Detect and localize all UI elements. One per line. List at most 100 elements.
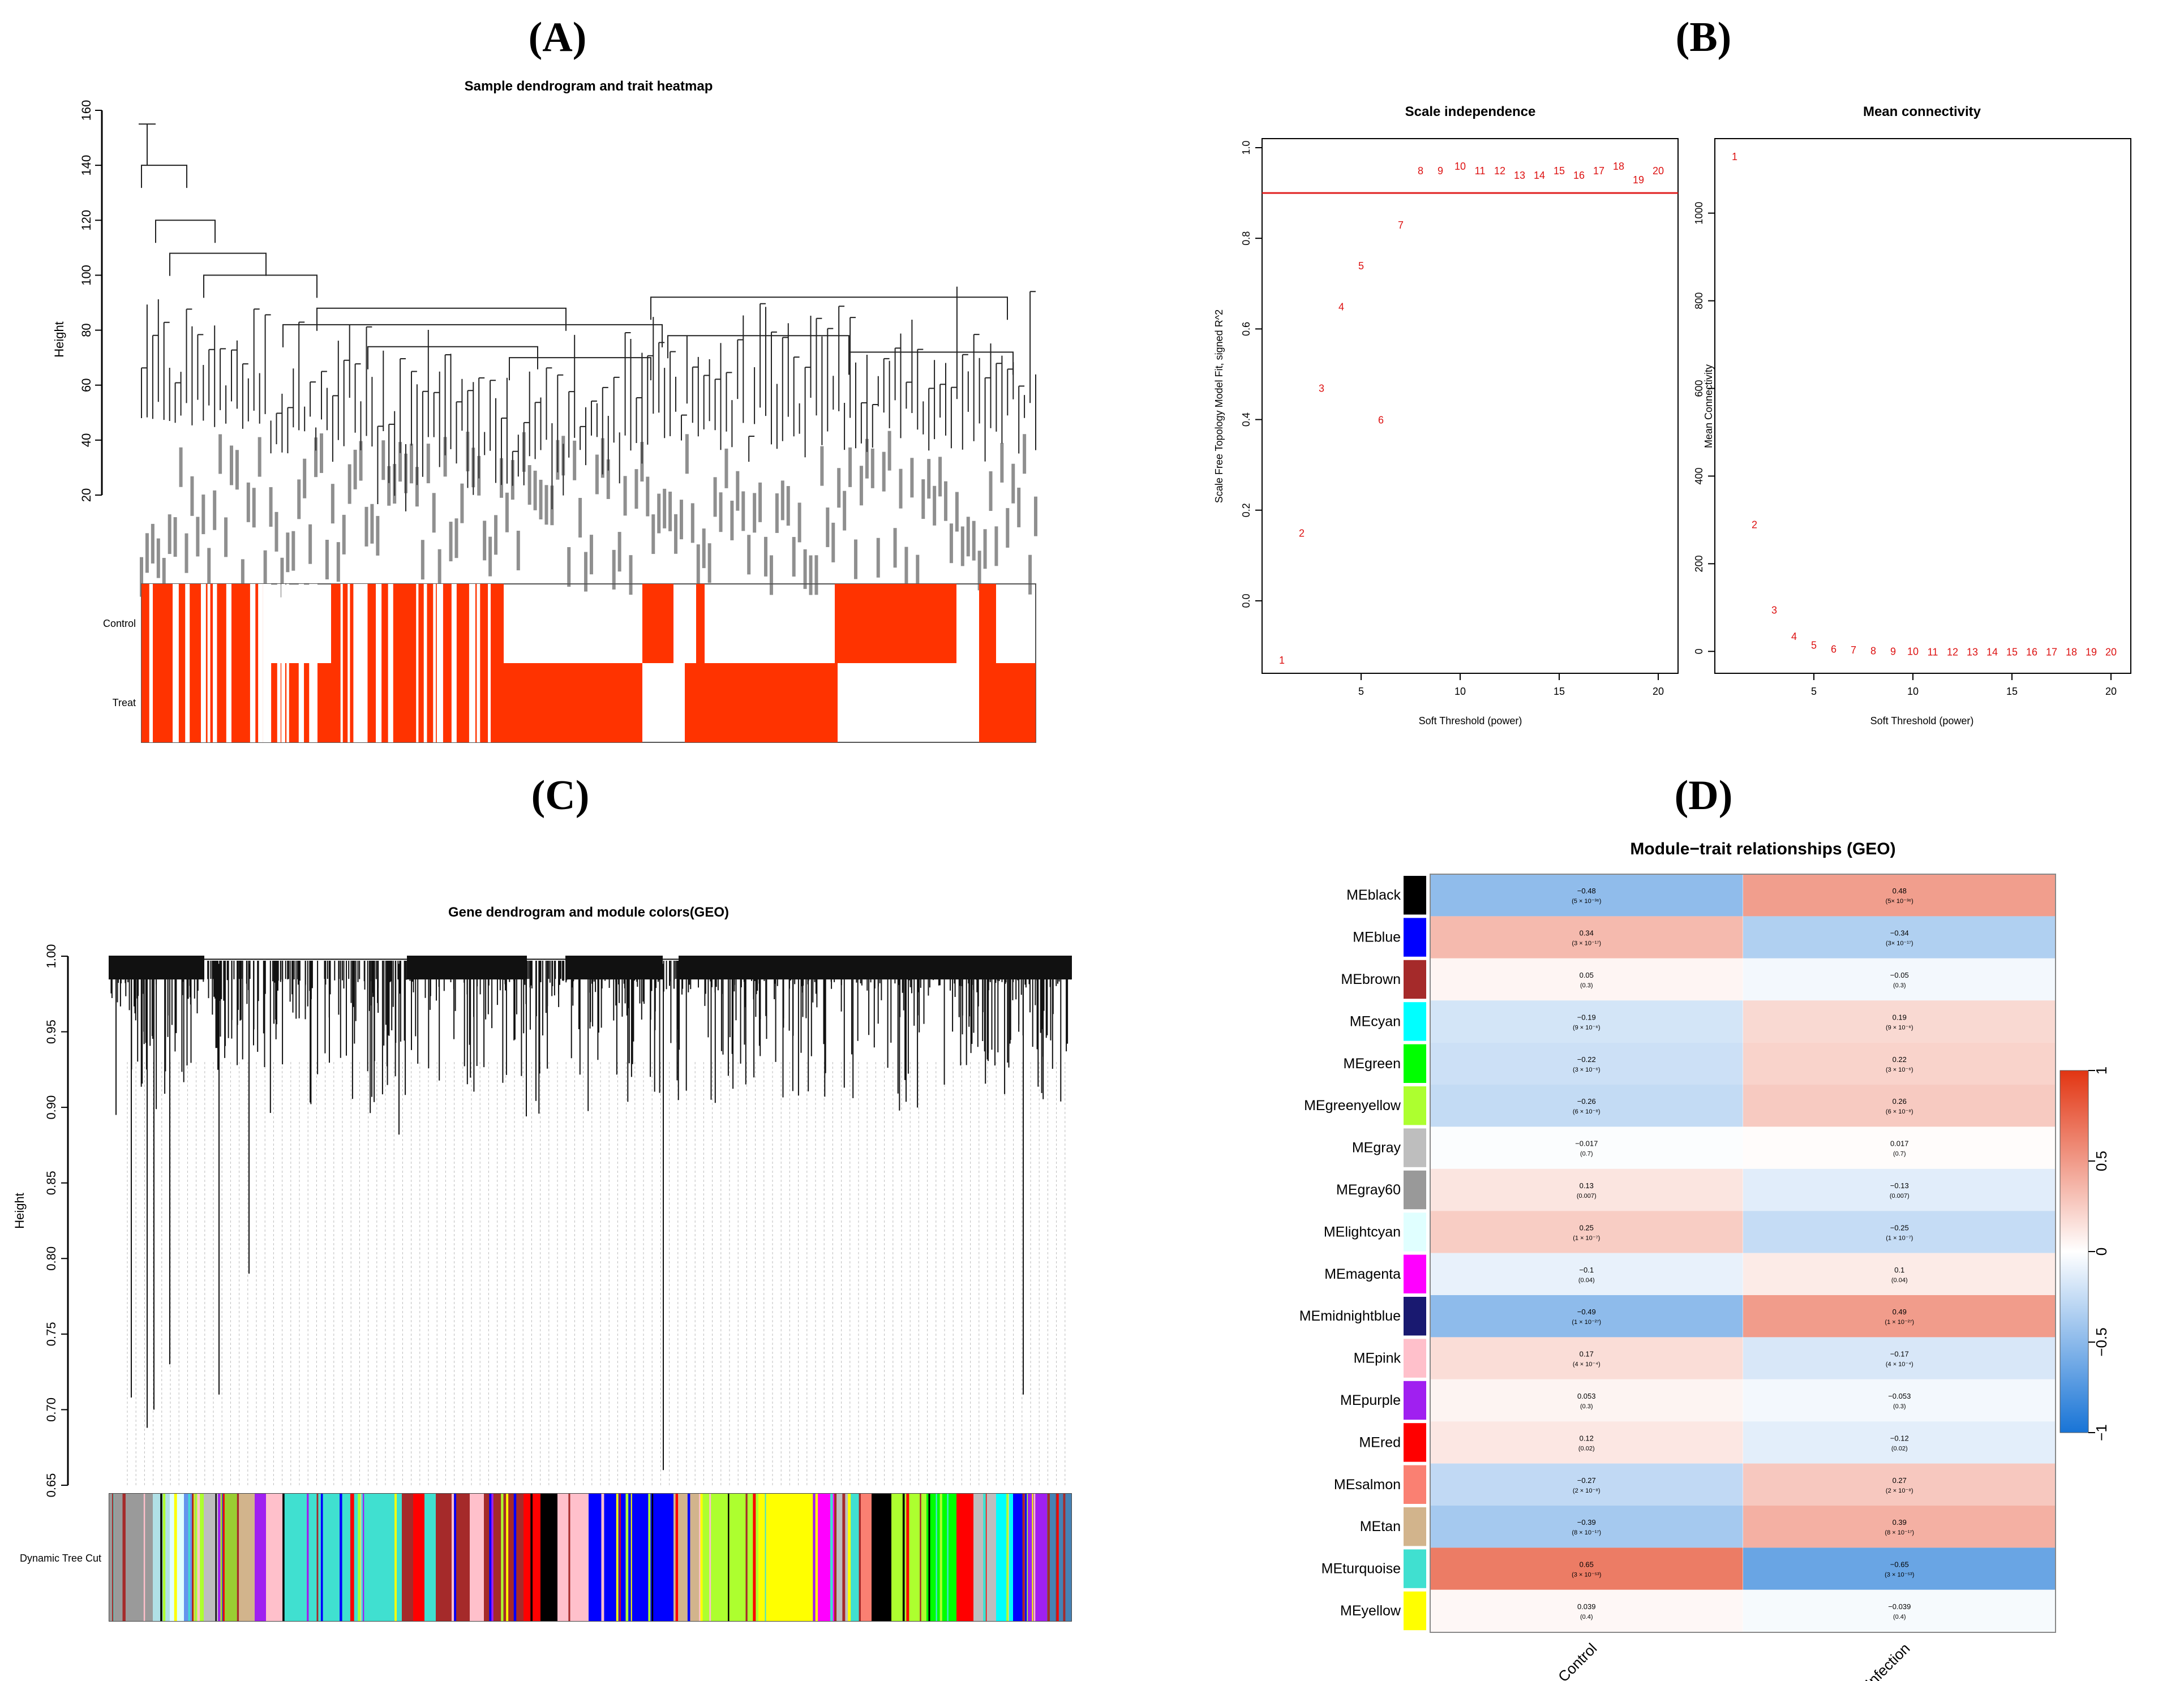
a-leaf-label-24 [274,511,278,552]
b-right-xtick-label-1: 10 [1907,686,1919,697]
module-stripe-38 [160,1494,162,1621]
a-leaf-label-32 [319,433,323,473]
panel-a-title: Sample dendrogram and trait heatmap [465,79,713,94]
module-stripe-68 [924,1494,926,1621]
a-ytick-label-2: 60 [79,378,93,392]
a-leaf-label-138 [916,554,920,595]
module-swatch-MEgreenyellow [1404,1086,1426,1125]
panel-d-title: Module−trait relationships (GEO) [1630,840,1895,858]
trait-gap-20 [364,584,368,742]
module-stripe-11 [501,1494,504,1621]
panel-a: (A) Sample dendrogram and trait heatmap … [52,14,1037,743]
c-guide-paths [127,1062,1066,1485]
cell-p-MEyellow-0: (0.4) [1580,1614,1593,1620]
c-dense-band-2 [407,956,527,980]
a-leaf-label-23 [269,487,273,527]
a-leaf-label-152 [994,526,998,566]
panel-a-dendrogram [139,123,1036,511]
panel-b-left-ylabel: Scale Free Topology Model Fit, signed R^… [1213,309,1225,503]
a-leaf-label-82 [600,438,604,478]
module-stripe-66 [651,1494,654,1621]
module-stripe-13 [282,1494,285,1621]
b-left-ytick-label-4: 0.8 [1241,231,1252,246]
r2-point-9: 9 [1438,165,1443,177]
a-leaf-label-39 [359,441,363,481]
module-stripe-79 [162,1494,166,1621]
module-stripe-35 [359,1494,362,1621]
module-block-25 [758,1494,818,1621]
a-leaf-label-79 [584,552,588,592]
module-swatch-MEgray60 [1404,1170,1426,1210]
b-right-ytick-label-5: 1000 [1693,202,1705,225]
panel-b-right-ticks: 0 200 400 600 800 1000 5 10 15 20 [1693,202,2117,697]
b-left-xtick-label-1: 10 [1454,686,1466,697]
trait-label-control: Control [103,618,136,629]
trait-gap-15 [298,584,304,742]
cell-MEgray-0 [1430,1127,1743,1169]
a-leaf-label-48 [409,444,413,484]
a-leaf-label-37 [347,464,351,504]
cell-value-MEred-0: 0.12 [1580,1434,1594,1442]
b-right-xtick-label-2: 15 [2006,686,2018,697]
a-leaf-label-36 [342,514,346,554]
a-leaf-label-136 [904,547,908,587]
module-stripe-74 [983,1494,986,1621]
a-leaf-label-157 [1023,434,1027,474]
module-stripe-26 [537,1494,540,1621]
a-leaf-label-63 [494,515,498,555]
module-label-MEpurple: MEpurple [1340,1392,1401,1408]
r2-point-12: 12 [1494,165,1505,177]
module-swatch-MEpink [1404,1339,1426,1378]
module-stripe-75 [709,1494,711,1621]
module-swatch-MElightcyan [1404,1213,1426,1252]
a-leaf-label-130 [870,448,874,488]
cell-p-MEpink-1: (4 × 10⁻⁴) [1886,1361,1913,1368]
module-stripe-43 [765,1494,766,1621]
a-leaf-label-159 [1034,496,1037,536]
cell-p-MEgreen-0: (3 × 10⁻⁶) [1573,1067,1601,1073]
a-leaf-label-90 [646,476,650,517]
module-stripe-67 [340,1494,342,1621]
module-block-27 [835,1494,849,1621]
k-point-18: 18 [2066,646,2077,657]
module-swatch-MEgray [1404,1128,1426,1167]
cell-value-MEmidnightblue-1: 0.49 [1893,1308,1907,1316]
trait-gap-14 [358,584,364,742]
k-point-11: 11 [1928,646,1938,657]
cell-p-MEgray60-1: (0.007) [1890,1193,1910,1200]
a-leaf-label-129 [865,438,869,479]
a-leaf-label-60 [477,455,481,496]
a-leaf-label-26 [286,532,290,573]
a-leaf-label-146 [960,526,964,566]
panel-b-right-xlabel: Soft Threshold (power) [1870,715,1974,726]
trait-gap-19 [477,584,480,742]
a-leaf-label-25 [280,557,284,597]
cell-MEmidnightblue-0 [1430,1295,1743,1338]
r2-point-3: 3 [1319,382,1324,394]
a-leaf-label-75 [561,436,565,476]
a-leaf-label-1 [145,533,149,573]
cell-value-MEgray60-0: 0.13 [1580,1181,1594,1190]
k-point-19: 19 [2086,646,2097,657]
cell-MEgray60-0 [1430,1168,1743,1211]
a-leaf-label-141 [933,485,937,526]
a-leaf-label-14 [218,434,222,474]
cell-MEpurple-0 [1430,1379,1743,1422]
panel-b-left-xlabel: Soft Threshold (power) [1419,715,1522,726]
module-stripe-39 [491,1494,494,1621]
panel-c-label: (C) [531,772,590,819]
c-ytick-label-2: 0.75 [44,1322,58,1346]
k-point-7: 7 [1851,644,1856,656]
module-stripe-6 [792,1494,795,1621]
a-leaf-label-9 [190,476,194,516]
a-leaf-label-8 [184,533,188,573]
module-stripe-28 [1032,1494,1033,1621]
module-block-5 [204,1494,221,1621]
module-stripe-36 [489,1494,492,1621]
a-leaf-label-148 [972,521,976,561]
c-ytick-label-3: 0.80 [44,1246,58,1271]
k-point-12: 12 [1947,646,1958,657]
cell-MEmidnightblue-1 [1743,1295,2056,1338]
b-right-ytick-label-3: 600 [1693,380,1705,397]
b-right-ytick-label-4: 800 [1693,293,1705,309]
